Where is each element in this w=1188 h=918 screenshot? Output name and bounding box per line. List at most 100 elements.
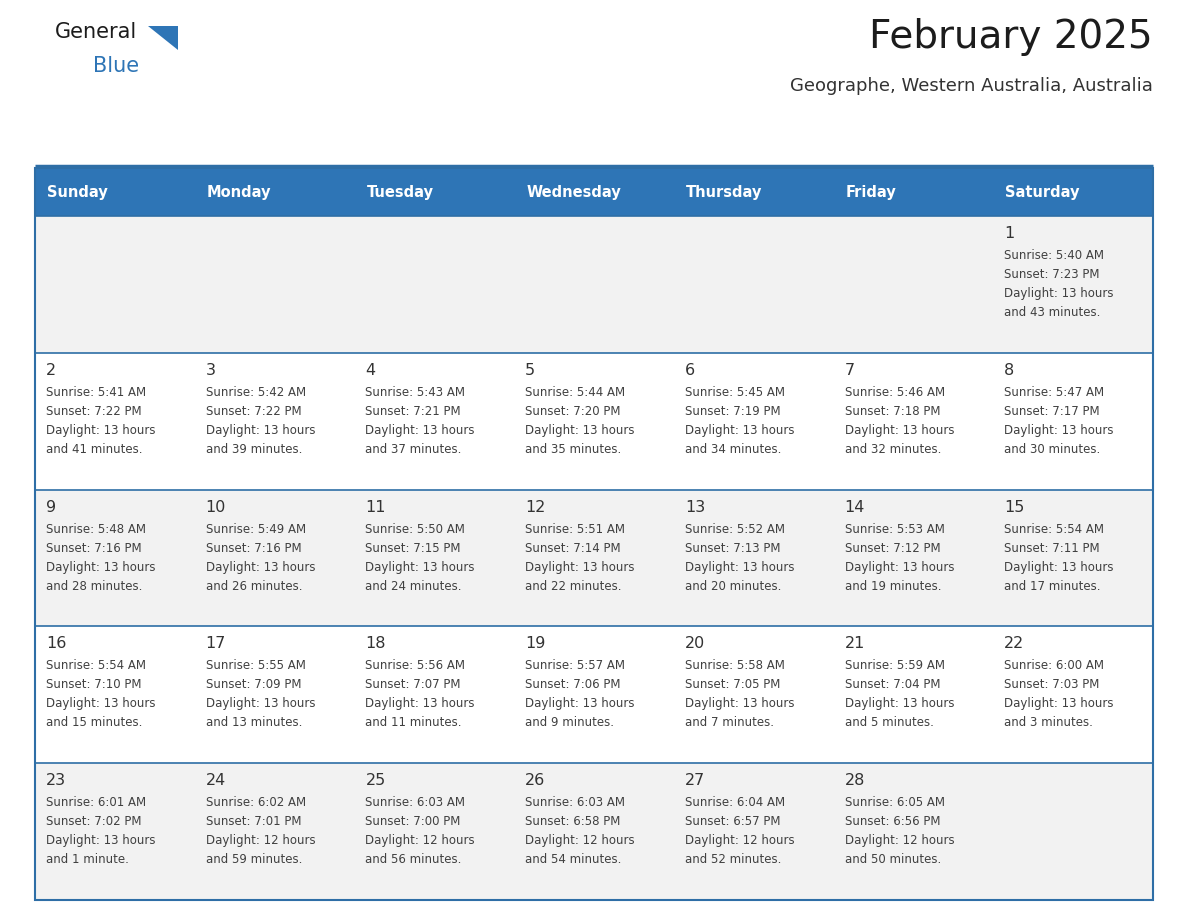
Text: 4: 4 — [366, 363, 375, 378]
Text: Sunrise: 5:41 AM: Sunrise: 5:41 AM — [46, 386, 146, 398]
Text: Sunrise: 5:47 AM: Sunrise: 5:47 AM — [1004, 386, 1105, 398]
Text: Daylight: 13 hours: Daylight: 13 hours — [1004, 287, 1114, 300]
Text: 10: 10 — [206, 499, 226, 515]
Text: Sunset: 7:02 PM: Sunset: 7:02 PM — [46, 815, 141, 828]
Text: Daylight: 13 hours: Daylight: 13 hours — [684, 561, 795, 574]
Text: Sunset: 7:21 PM: Sunset: 7:21 PM — [366, 405, 461, 418]
Text: Sunrise: 5:48 AM: Sunrise: 5:48 AM — [46, 522, 146, 535]
Text: Daylight: 12 hours: Daylight: 12 hours — [684, 834, 795, 847]
Text: and 20 minutes.: and 20 minutes. — [684, 579, 782, 593]
Text: Geographe, Western Australia, Australia: Geographe, Western Australia, Australia — [790, 77, 1154, 95]
Text: Saturday: Saturday — [1005, 185, 1080, 199]
Text: Daylight: 13 hours: Daylight: 13 hours — [46, 698, 156, 711]
Text: Sunset: 7:16 PM: Sunset: 7:16 PM — [206, 542, 302, 554]
Text: and 52 minutes.: and 52 minutes. — [684, 853, 782, 867]
Text: 25: 25 — [366, 773, 386, 789]
Text: Sunset: 7:01 PM: Sunset: 7:01 PM — [206, 815, 302, 828]
Text: 9: 9 — [46, 499, 56, 515]
Text: Daylight: 13 hours: Daylight: 13 hours — [1004, 561, 1114, 574]
Text: Sunrise: 6:03 AM: Sunrise: 6:03 AM — [366, 796, 466, 809]
Text: Daylight: 13 hours: Daylight: 13 hours — [46, 424, 156, 437]
Text: and 19 minutes.: and 19 minutes. — [845, 579, 941, 593]
Text: 23: 23 — [46, 773, 67, 789]
Text: 15: 15 — [1004, 499, 1025, 515]
Text: Sunrise: 5:54 AM: Sunrise: 5:54 AM — [46, 659, 146, 672]
Text: Sunset: 7:04 PM: Sunset: 7:04 PM — [845, 678, 940, 691]
Bar — [674, 168, 834, 216]
Bar — [34, 489, 1154, 626]
Text: and 39 minutes.: and 39 minutes. — [206, 442, 302, 456]
Text: Daylight: 13 hours: Daylight: 13 hours — [525, 561, 634, 574]
Text: 6: 6 — [684, 363, 695, 378]
Text: 26: 26 — [525, 773, 545, 789]
Text: Daylight: 13 hours: Daylight: 13 hours — [1004, 424, 1114, 437]
Text: Sunset: 7:07 PM: Sunset: 7:07 PM — [366, 678, 461, 691]
Text: 24: 24 — [206, 773, 226, 789]
Text: Sunset: 7:20 PM: Sunset: 7:20 PM — [525, 405, 620, 418]
Text: Daylight: 13 hours: Daylight: 13 hours — [845, 424, 954, 437]
Text: Daylight: 13 hours: Daylight: 13 hours — [206, 424, 315, 437]
Text: and 26 minutes.: and 26 minutes. — [206, 579, 302, 593]
Text: 11: 11 — [366, 499, 386, 515]
Text: Thursday: Thursday — [685, 185, 763, 199]
Text: Monday: Monday — [207, 185, 271, 199]
Text: and 24 minutes.: and 24 minutes. — [366, 579, 462, 593]
Text: 28: 28 — [845, 773, 865, 789]
Text: 20: 20 — [684, 636, 706, 652]
Bar — [34, 626, 1154, 763]
Text: and 59 minutes.: and 59 minutes. — [206, 853, 302, 867]
Bar — [834, 168, 993, 216]
Text: Sunrise: 5:40 AM: Sunrise: 5:40 AM — [1004, 249, 1105, 262]
Text: 1: 1 — [1004, 226, 1015, 241]
Text: Daylight: 12 hours: Daylight: 12 hours — [845, 834, 954, 847]
Text: Sunrise: 6:02 AM: Sunrise: 6:02 AM — [206, 796, 305, 809]
Bar — [354, 168, 514, 216]
Text: 5: 5 — [525, 363, 536, 378]
Text: Sunset: 6:57 PM: Sunset: 6:57 PM — [684, 815, 781, 828]
Text: and 13 minutes.: and 13 minutes. — [206, 716, 302, 730]
Text: and 37 minutes.: and 37 minutes. — [366, 442, 462, 456]
Bar — [34, 216, 1154, 353]
Bar — [34, 168, 1154, 900]
Bar — [514, 168, 674, 216]
Bar — [993, 168, 1154, 216]
Text: and 41 minutes.: and 41 minutes. — [46, 442, 143, 456]
Text: Sunset: 7:05 PM: Sunset: 7:05 PM — [684, 678, 781, 691]
Text: and 1 minute.: and 1 minute. — [46, 853, 128, 867]
Text: and 22 minutes.: and 22 minutes. — [525, 579, 621, 593]
Text: 8: 8 — [1004, 363, 1015, 378]
Text: Sunrise: 6:04 AM: Sunrise: 6:04 AM — [684, 796, 785, 809]
Text: 7: 7 — [845, 363, 854, 378]
Text: Sunrise: 6:03 AM: Sunrise: 6:03 AM — [525, 796, 625, 809]
Text: Sunset: 7:17 PM: Sunset: 7:17 PM — [1004, 405, 1100, 418]
Text: Sunrise: 5:57 AM: Sunrise: 5:57 AM — [525, 659, 625, 672]
Text: and 9 minutes.: and 9 minutes. — [525, 716, 614, 730]
Text: 16: 16 — [46, 636, 67, 652]
Text: Sunrise: 5:52 AM: Sunrise: 5:52 AM — [684, 522, 785, 535]
Text: Sunset: 7:13 PM: Sunset: 7:13 PM — [684, 542, 781, 554]
Text: Sunset: 7:11 PM: Sunset: 7:11 PM — [1004, 542, 1100, 554]
Text: and 17 minutes.: and 17 minutes. — [1004, 579, 1101, 593]
Text: Sunset: 7:18 PM: Sunset: 7:18 PM — [845, 405, 940, 418]
Text: Sunrise: 5:53 AM: Sunrise: 5:53 AM — [845, 522, 944, 535]
Bar — [34, 168, 195, 216]
Text: 2: 2 — [46, 363, 56, 378]
Text: Daylight: 13 hours: Daylight: 13 hours — [366, 561, 475, 574]
Text: and 5 minutes.: and 5 minutes. — [845, 716, 934, 730]
Text: Sunset: 7:22 PM: Sunset: 7:22 PM — [46, 405, 141, 418]
Text: Sunset: 7:06 PM: Sunset: 7:06 PM — [525, 678, 620, 691]
Text: and 11 minutes.: and 11 minutes. — [366, 716, 462, 730]
Text: Wednesday: Wednesday — [526, 185, 621, 199]
Text: and 50 minutes.: and 50 minutes. — [845, 853, 941, 867]
Text: February 2025: February 2025 — [870, 18, 1154, 56]
Text: Daylight: 12 hours: Daylight: 12 hours — [366, 834, 475, 847]
Text: General: General — [55, 22, 138, 42]
Text: Daylight: 13 hours: Daylight: 13 hours — [1004, 698, 1114, 711]
Text: Daylight: 13 hours: Daylight: 13 hours — [845, 561, 954, 574]
Text: Sunset: 7:15 PM: Sunset: 7:15 PM — [366, 542, 461, 554]
Text: and 54 minutes.: and 54 minutes. — [525, 853, 621, 867]
Text: 18: 18 — [366, 636, 386, 652]
Text: Daylight: 13 hours: Daylight: 13 hours — [525, 424, 634, 437]
Text: Sunrise: 5:59 AM: Sunrise: 5:59 AM — [845, 659, 944, 672]
Polygon shape — [148, 26, 178, 50]
